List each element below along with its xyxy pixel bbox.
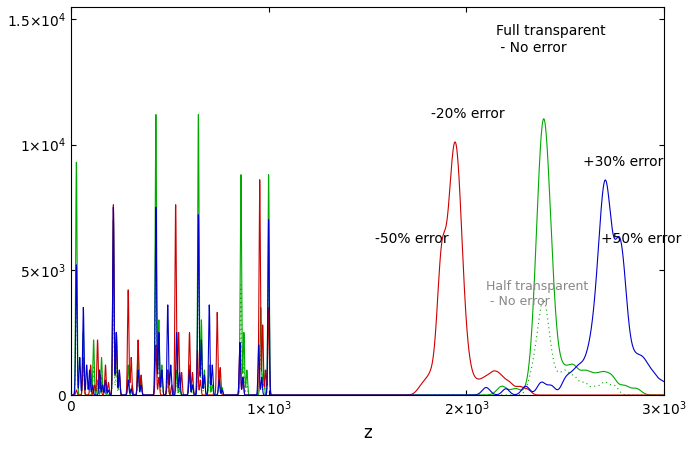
Text: Full transparent
 - No error: Full transparent - No error <box>496 25 606 55</box>
Text: Half transparent
 - No error: Half transparent - No error <box>486 280 589 308</box>
X-axis label: z: z <box>363 424 372 442</box>
Text: -20% error: -20% error <box>431 107 505 121</box>
Text: +50% error: +50% error <box>601 232 681 247</box>
Text: -50% error: -50% error <box>375 232 449 247</box>
Text: +30% error: +30% error <box>583 154 663 169</box>
